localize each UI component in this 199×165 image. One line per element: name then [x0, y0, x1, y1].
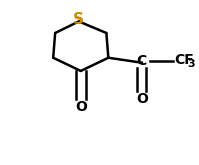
Text: CF: CF	[174, 53, 194, 67]
Text: C: C	[137, 54, 147, 68]
Text: 3: 3	[187, 59, 195, 69]
Text: O: O	[75, 100, 87, 114]
Text: S: S	[73, 12, 84, 27]
Text: O: O	[136, 92, 148, 106]
